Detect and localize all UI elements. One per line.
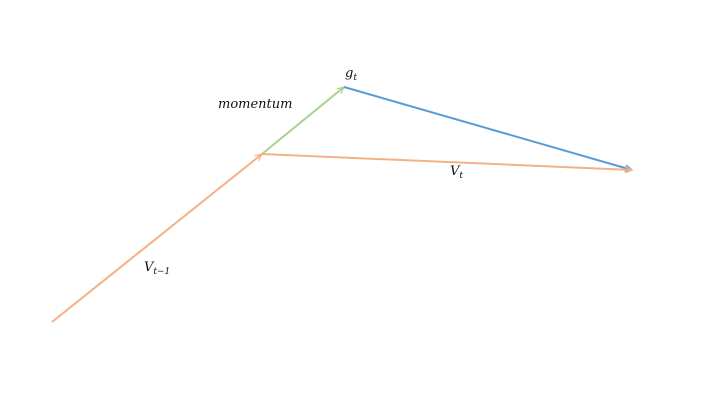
v-prev-label-sub: t−1 — [153, 267, 170, 277]
v-t-label-sub: t — [459, 171, 463, 181]
gradient-label-main: g — [345, 66, 353, 81]
momentum-arrow — [261, 87, 344, 155]
v-t-arrow — [261, 153, 632, 170]
v-prev-arrow — [51, 154, 262, 323]
gradient-arrow — [343, 86, 632, 170]
v-prev-label-main: V — [144, 260, 155, 275]
momentum-label: momentum — [218, 97, 292, 112]
gradient-label: gt — [345, 66, 357, 83]
gradient-label-sub: t — [353, 73, 357, 83]
v-prev-label: Vt−1 — [144, 260, 170, 277]
v-t-label: Vt — [450, 164, 463, 181]
v-t-label-main: V — [450, 164, 461, 179]
